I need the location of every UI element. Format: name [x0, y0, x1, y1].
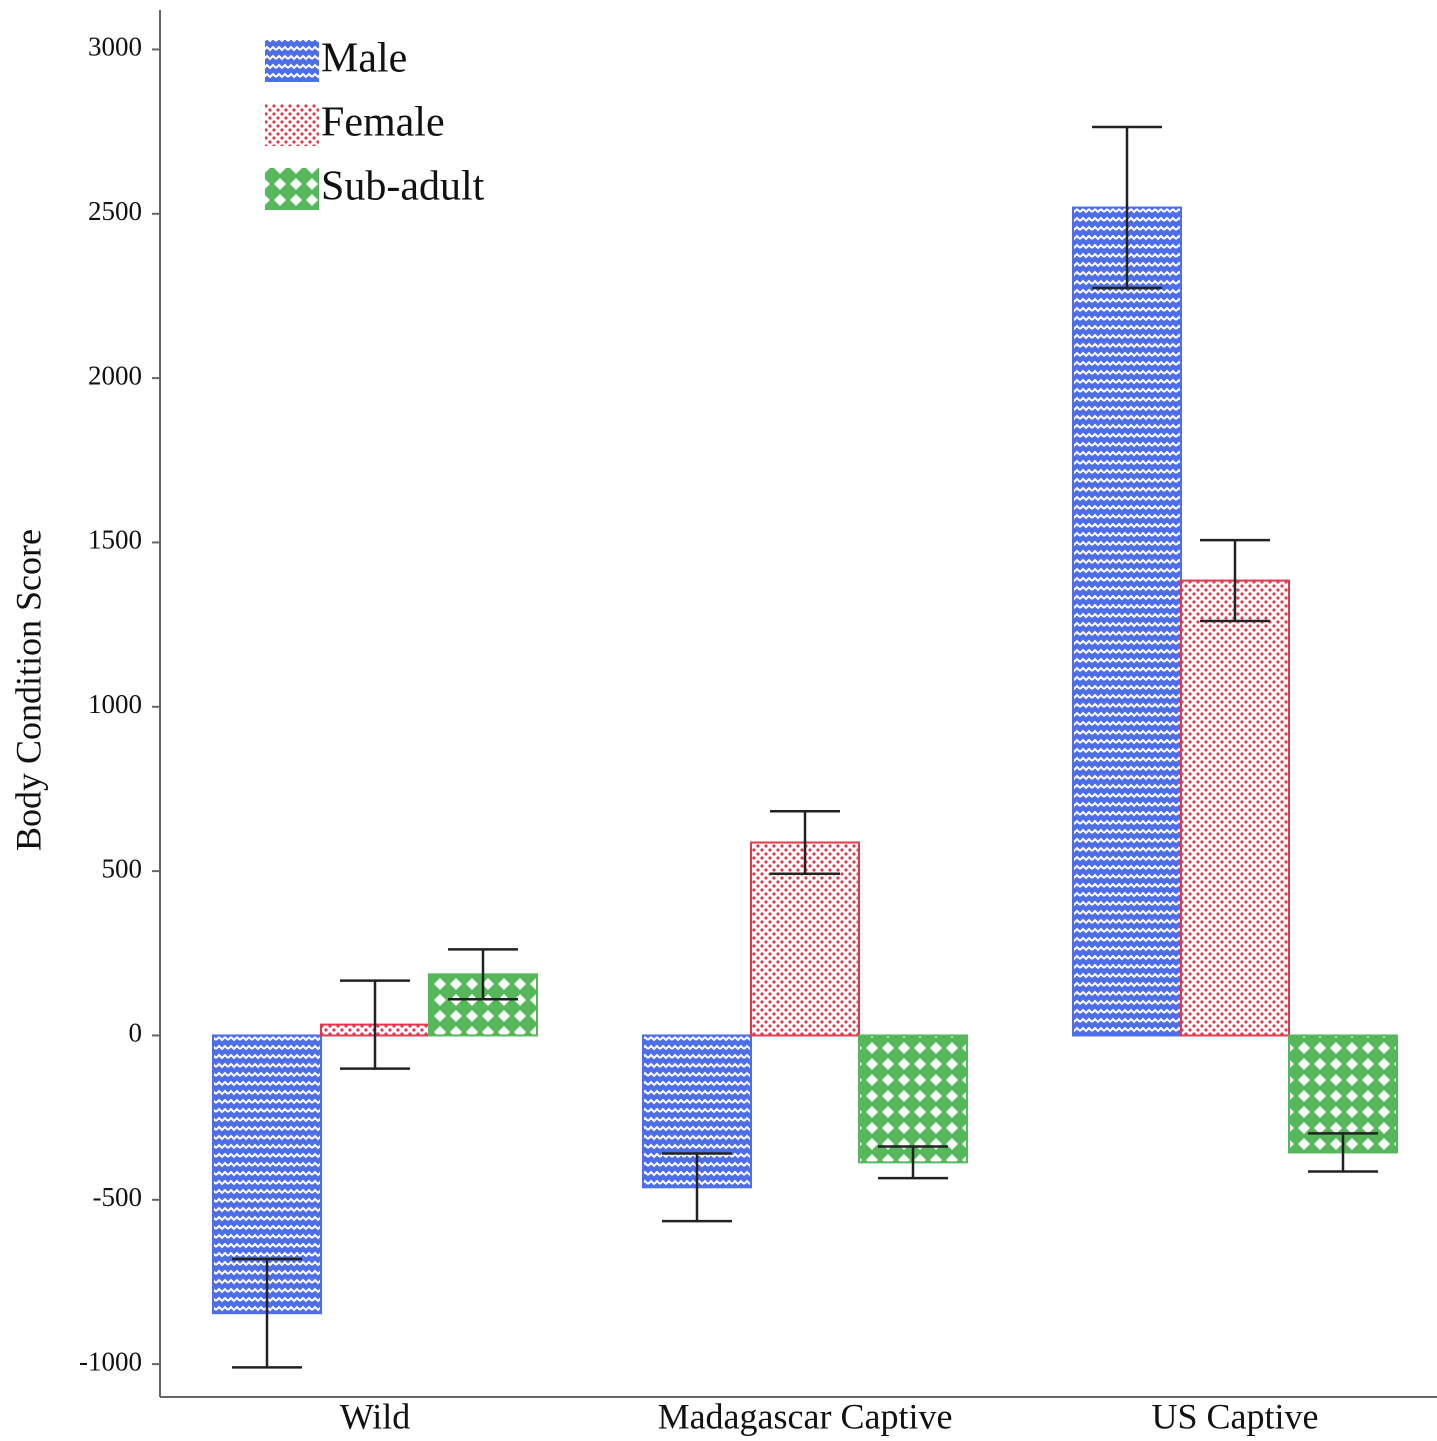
bar: [1180, 579, 1290, 1037]
error-bar: [340, 979, 410, 1070]
legend-swatch: [265, 40, 319, 82]
y-tick-label: -500: [93, 1182, 143, 1212]
error-bar: [448, 948, 518, 1001]
x-tick-label: Madagascar Captive: [658, 1396, 953, 1436]
legend-swatch: [265, 104, 319, 146]
error-bar: [878, 1145, 948, 1180]
error-bar: [662, 1152, 732, 1223]
y-tick-label: 1500: [88, 525, 142, 555]
x-tick-label: Wild: [340, 1396, 411, 1436]
legend-label: Female: [321, 100, 445, 146]
error-bar: [770, 810, 840, 876]
y-tick-label: 3000: [88, 32, 142, 62]
x-tick-label: US Captive: [1152, 1396, 1319, 1436]
error-bar: [232, 1257, 302, 1369]
bar: [858, 1034, 968, 1164]
y-tick-label: 500: [102, 853, 143, 883]
y-tick-label: -1000: [79, 1346, 142, 1376]
error-bar: [1200, 538, 1270, 623]
y-tick-label: 0: [129, 1018, 143, 1048]
y-tick-label: 1000: [88, 689, 142, 719]
bar: [1072, 206, 1182, 1037]
legend-label: Male: [321, 36, 407, 82]
y-tick-label: 2000: [88, 360, 142, 390]
legend-label: Sub-adult: [321, 164, 485, 210]
legend-swatch: [265, 168, 319, 210]
y-tick-label: 2500: [88, 196, 142, 226]
y-axis-label: Body Condition Score: [8, 529, 48, 851]
error-bar: [1092, 125, 1162, 290]
error-bar: [1308, 1132, 1378, 1173]
